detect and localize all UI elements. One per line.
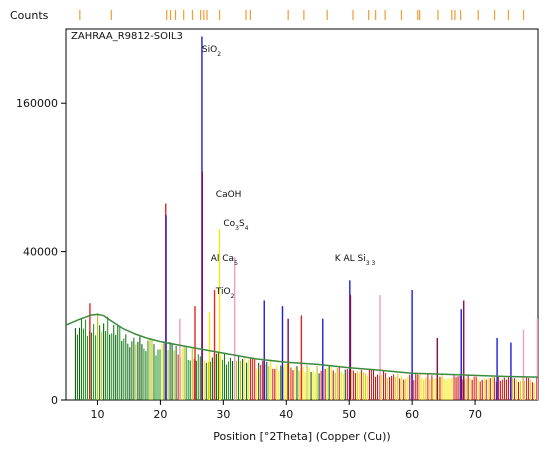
background-curve xyxy=(65,313,539,378)
phase-label: TiO2 xyxy=(215,287,235,300)
chart-title: ZAHRAA_R9812-SOIL3 xyxy=(71,31,183,42)
phase-label: SiO2 xyxy=(202,45,221,58)
x-tick-label: 60 xyxy=(405,408,419,421)
y-tick-label: 0 xyxy=(51,394,58,407)
y-tick-label: 160000 xyxy=(16,97,58,110)
reference-tick-strip xyxy=(79,10,525,20)
x-tick-label: 20 xyxy=(153,408,167,421)
x-tick-label: 50 xyxy=(342,408,356,421)
y-tick-label: 40000 xyxy=(23,246,58,259)
phase-label: Al Ca5 xyxy=(211,254,238,267)
x-tick-label: 30 xyxy=(216,408,230,421)
x-tick-label: 70 xyxy=(468,408,482,421)
x-tick-label: 10 xyxy=(90,408,104,421)
plot-area: SiO2 CaOH Co3S4 Al Ca5 TiO2 K AL Si3 3 xyxy=(65,36,539,400)
phase-label: K AL Si3 3 xyxy=(335,254,376,267)
phase-label: Co3S4 xyxy=(223,219,248,232)
x-tick-label: 40 xyxy=(279,408,293,421)
phase-label: CaOH xyxy=(216,190,242,200)
y-axis-label: Counts xyxy=(10,9,49,22)
x-axis-label: Position [°2Theta] (Copper (Cu)) xyxy=(213,430,390,443)
axes: 10 20 30 40 50 60 70 0 40000 160000 xyxy=(16,97,482,421)
